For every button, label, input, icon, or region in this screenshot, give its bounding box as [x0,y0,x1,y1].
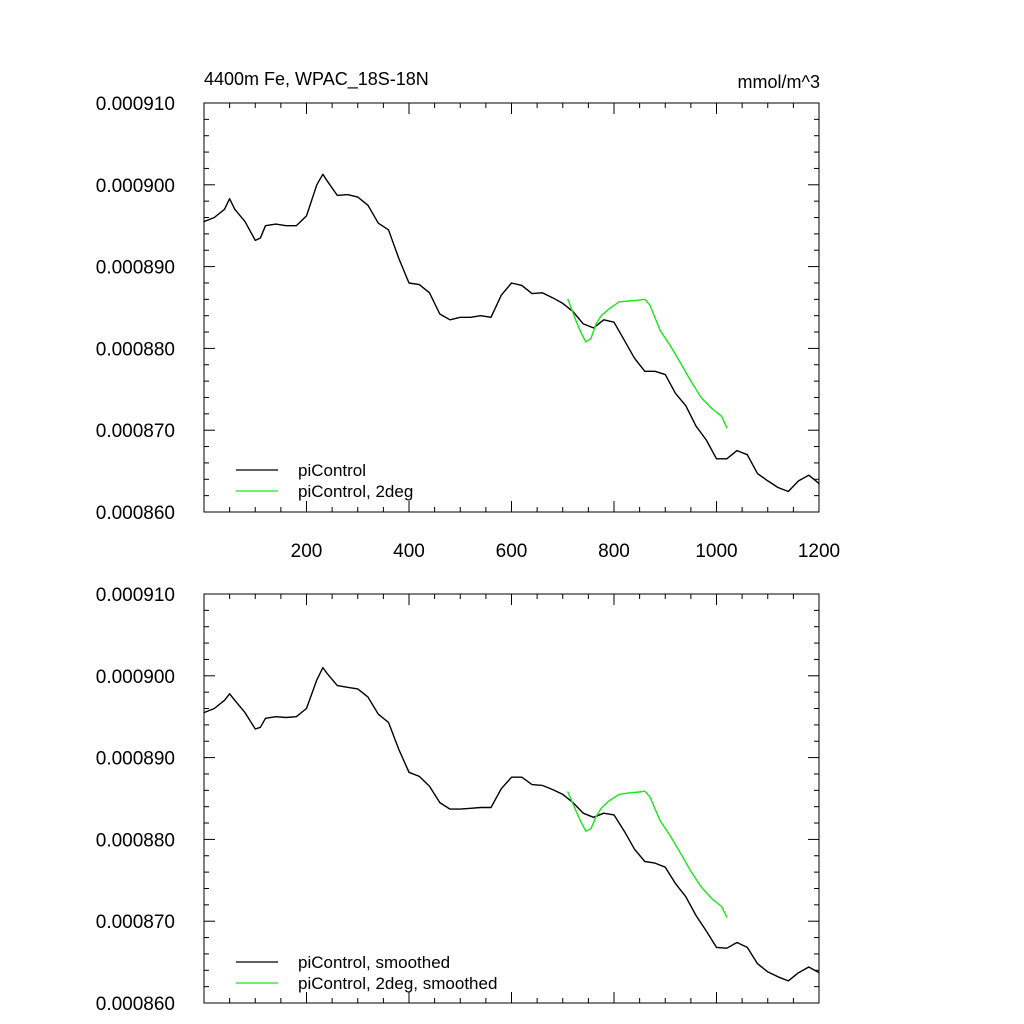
plot-frame [203,102,820,513]
series-line-picontrol-smoothed [203,666,820,982]
legend-label-picontrol: piControl [298,461,366,480]
plot-frame [203,593,820,1004]
y-tick-label: 0.000890 [96,749,175,770]
series-line-picontrol-2deg [567,298,728,429]
x-tick-label: 200 [291,541,323,562]
top-panel: 4400m Fe, WPAC_18S-18N mmol/m^3 200 400 60… [96,69,840,562]
x-tick-label: 1000 [695,541,737,562]
y-tick-label: 0.000900 [96,176,175,197]
y-tick-label: 0.000870 [96,912,175,933]
y-tick-label: 0.000910 [96,94,175,115]
y-tick-label: 0.000880 [96,830,175,851]
x-tick-label: 1200 [798,541,840,562]
legend: piControl, smoothed piControl, 2deg, smo… [236,953,497,993]
y-tick-label: 0.000860 [96,503,175,524]
x-tick-label: 400 [393,541,425,562]
y-tick-label: 0.000860 [96,994,175,1015]
legend-label-2deg-smoothed: piControl, 2deg, smoothed [298,974,497,993]
series-line-picontrol [203,173,820,493]
legend-label-picontrol-smoothed: piControl, smoothed [298,953,450,972]
x-tick-label: 600 [496,541,528,562]
series-line-picontrol-2deg-smoothed [567,790,728,918]
units-label: mmol/m^3 [738,72,820,92]
legend: piControl piControl, 2deg [236,461,413,501]
bottom-panel: 0.000860 0.000870 0.000880 0.000890 0.000900… [96,585,820,1015]
y-tick-label: 0.000910 [96,585,175,606]
y-tick-label: 0.000880 [96,339,175,360]
x-tick-label: 800 [598,541,630,562]
legend-label-2deg: piControl, 2deg [298,482,413,501]
y-tick-label: 0.000870 [96,421,175,442]
y-tick-label: 0.000900 [96,667,175,688]
y-tick-label: 0.000890 [96,258,175,279]
chart-title: 4400m Fe, WPAC_18S-18N [204,69,429,90]
